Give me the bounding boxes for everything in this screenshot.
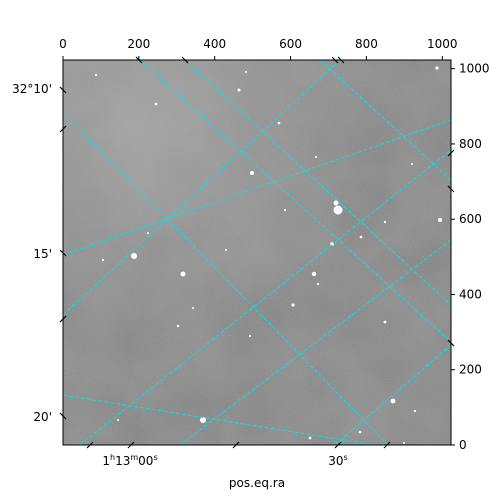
grid-line: [139, 60, 451, 343]
grid-line: [334, 344, 451, 445]
ra-label-30s: 30s: [328, 453, 347, 468]
world-tick-marks: [59, 56, 455, 449]
grid-line: [79, 149, 451, 445]
star: [311, 271, 317, 277]
star: [333, 205, 343, 215]
right-tick-label: 200: [459, 363, 482, 377]
sky-image: [63, 60, 451, 445]
grid-line: [63, 60, 341, 316]
star: [283, 208, 287, 212]
star: [117, 419, 119, 421]
star-field: [94, 66, 442, 444]
star: [413, 409, 417, 413]
dec-label-10: 32°10': [12, 82, 52, 96]
star: [308, 436, 312, 440]
right-tick-label: 600: [459, 212, 482, 226]
star: [291, 303, 295, 307]
star: [131, 253, 137, 259]
star: [200, 417, 206, 423]
star: [192, 307, 194, 309]
right-pixel-axis: 0 200 400 600 800 1000: [451, 62, 490, 452]
star: [333, 200, 339, 206]
right-tick-label: 400: [459, 287, 482, 301]
top-pixel-axis: 0 200 400 600 800 1000: [59, 37, 458, 60]
star: [358, 430, 362, 434]
star: [316, 282, 320, 286]
right-tick-label: 800: [459, 137, 482, 151]
grid-line: [63, 119, 451, 256]
grid-line: [63, 394, 376, 445]
top-tick-label: 1000: [427, 37, 458, 51]
x-axis-title: pos.eq.ra: [229, 476, 285, 490]
star: [383, 320, 387, 324]
star: [359, 235, 363, 239]
grid-line: [63, 111, 389, 445]
star: [277, 121, 281, 125]
dec-label-20: 20': [33, 410, 52, 424]
top-tick-label: 200: [127, 37, 150, 51]
top-tick-label: 600: [279, 37, 302, 51]
dec-label-15: 15': [33, 247, 52, 261]
right-tick-label: 0: [459, 438, 467, 452]
star: [225, 249, 227, 251]
star: [245, 71, 247, 73]
star: [101, 258, 105, 262]
right-tick-label: 1000: [459, 62, 490, 76]
star: [383, 220, 387, 224]
star: [237, 88, 241, 92]
ra-label-13m00s: 1h13m00s: [102, 453, 157, 468]
star: [403, 442, 405, 444]
star: [94, 73, 98, 77]
star: [435, 66, 439, 70]
top-tick-label: 400: [203, 37, 226, 51]
grid-line: [184, 60, 451, 306]
top-tick-label: 0: [59, 37, 67, 51]
star: [176, 324, 180, 328]
star: [180, 271, 186, 277]
star: [390, 398, 396, 404]
star: [147, 232, 149, 234]
star: [411, 163, 413, 165]
grid-line: [179, 239, 451, 445]
star: [315, 156, 317, 158]
star: [248, 334, 252, 338]
top-tick-label: 800: [355, 37, 378, 51]
star: [250, 171, 254, 175]
coordinate-grid-overlay: [63, 60, 451, 445]
star: [154, 102, 158, 106]
star: [438, 218, 442, 222]
